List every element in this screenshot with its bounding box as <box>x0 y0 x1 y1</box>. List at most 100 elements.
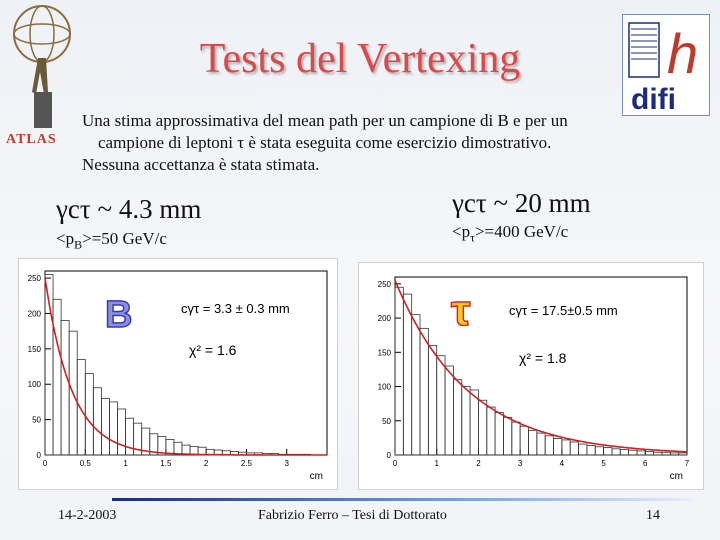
histogram-bin <box>561 439 571 456</box>
footer-page-number: 14 <box>646 508 660 523</box>
left-momentum-suffix: >=50 GeV/c <box>82 229 167 248</box>
x-tick-label: 0.5 <box>80 459 92 468</box>
footer-date: 14-2-2003 <box>58 508 117 523</box>
histogram-bin <box>503 416 513 456</box>
histogram-bin <box>586 445 596 456</box>
histogram-bin <box>84 373 94 456</box>
histogram-bin <box>394 286 404 456</box>
y-tick-label: 150 <box>28 345 42 354</box>
histogram-bin <box>511 421 521 456</box>
x-tick-label: 2 <box>204 459 209 468</box>
histogram-bin <box>669 452 680 456</box>
fit-curve <box>394 280 688 453</box>
y-tick-label: 200 <box>28 309 42 318</box>
histogram-bin <box>402 293 413 456</box>
histogram-bin <box>619 449 629 456</box>
y-tick-label: 250 <box>378 280 392 289</box>
y-tick-label: 100 <box>378 383 392 392</box>
chi-square-label: χ² = 1.8 <box>519 350 567 366</box>
x-tick-label: 3 <box>518 459 523 468</box>
x-tick-label: 2 <box>476 459 481 468</box>
histogram-bin <box>678 452 688 456</box>
histogram-bin <box>594 446 604 456</box>
right-gct-estimate: γcτ ~ 20 mm <box>452 188 591 218</box>
histogram-bin <box>444 365 454 456</box>
difi-logo-text: difi <box>631 83 676 115</box>
fit-curve <box>44 277 327 456</box>
histogram-bin <box>644 451 655 456</box>
footer-author: Fabrizio Ferro – Tesi di Dottorato <box>258 508 447 523</box>
histogram-bin <box>569 441 579 456</box>
left-momentum: <pB>=50 GeV/c <box>56 229 167 252</box>
fit-result-label: cγτ = 3.3 ± 0.3 mm <box>181 301 290 316</box>
histogram-bin <box>536 432 546 456</box>
histogram-bin <box>109 401 118 456</box>
right-momentum-prefix: <p <box>452 222 471 241</box>
tau-decay-histogram: 0 50 100 150 200 250 0 1 2 3 4 5 6 7cm τ cγτ = 17.5±0.5… <box>378 276 690 482</box>
histogram-bin <box>611 448 621 456</box>
particle-symbol: B <box>105 294 132 336</box>
histogram-bin <box>603 447 613 456</box>
histogram-bin <box>544 435 554 456</box>
histogram-bin <box>478 399 488 456</box>
x-tick-label: 0 <box>393 459 398 468</box>
atlas-label: ATLAS <box>6 132 57 147</box>
histogram-bin <box>453 379 463 456</box>
histogram-bin <box>461 386 471 456</box>
y-tick-label: 0 <box>37 451 42 460</box>
histogram-bin <box>578 443 588 456</box>
left-gct-estimate: γcτ ~ 4.3 mm <box>56 194 202 224</box>
chi-square-label: χ² = 1.6 <box>189 342 237 358</box>
atlas-logo <box>13 5 71 128</box>
histogram-bin <box>117 408 126 456</box>
tau-histogram-panel: 0 50 100 150 200 250 0 1 2 3 4 5 6 7 cm τ cγτ = 17.5±0.5… <box>358 262 704 490</box>
x-tick-label: 0 <box>43 459 48 468</box>
histogram-bin <box>494 412 504 456</box>
y-tick-label: 150 <box>378 348 392 357</box>
right-momentum-sub: τ <box>470 230 475 245</box>
histogram-bin <box>419 327 429 456</box>
histogram-bin <box>76 359 86 456</box>
histogram-bin <box>411 314 421 456</box>
y-tick-label: 0 <box>387 451 392 460</box>
histogram-bin <box>436 355 446 456</box>
intro-line-2: campione di leptoni τ è stata eseguita c… <box>98 133 552 152</box>
x-tick-label: 1.5 <box>160 459 172 468</box>
histogram-bin <box>427 345 438 456</box>
x-tick-label: 6 <box>643 459 648 468</box>
fit-result-label: cγτ = 17.5±0.5 mm <box>509 303 618 318</box>
histogram-bin <box>486 406 496 456</box>
histogram-bin <box>528 429 538 456</box>
x-tick-label: 5 <box>601 459 606 468</box>
y-tick-label: 100 <box>28 380 42 389</box>
footer-divider <box>112 498 692 501</box>
histogram-bin <box>636 450 646 456</box>
plot-frame <box>44 270 328 456</box>
difi-logo: h difi <box>622 14 710 116</box>
histogram-bin <box>628 449 638 456</box>
histogram-bin <box>92 387 102 456</box>
intro-line-3: Nessuna accettanza è stata stimata. <box>82 155 320 174</box>
histogram-bin <box>52 298 62 456</box>
x-tick-label: 2.5 <box>241 459 253 468</box>
histogram-bin <box>519 425 529 456</box>
b-decay-histogram: 0 50 100 150 200 250 0 0.5 1 1.5 2 2.5 3 cm B cγτ = 3.3… <box>28 270 328 482</box>
x-axis-label: cm <box>670 471 683 482</box>
x-tick-label: 7 <box>685 459 690 468</box>
svg-text:h: h <box>667 22 698 85</box>
histogram-bin <box>101 397 110 456</box>
particle-symbol: τ <box>451 286 471 335</box>
intro-paragraph: Una stima approssimativa del mean path p… <box>82 110 682 176</box>
right-momentum: <pτ>=400 GeV/c <box>452 222 568 245</box>
y-tick-label: 50 <box>32 416 41 425</box>
x-tick-label: 1 <box>434 459 439 468</box>
x-axis-label: cm <box>310 471 323 482</box>
left-momentum-sub: B <box>74 237 83 252</box>
histogram-bin <box>60 320 70 456</box>
y-tick-label: 200 <box>378 314 392 323</box>
x-tick-label: 3 <box>284 459 289 468</box>
x-tick-label: 4 <box>560 459 565 468</box>
page-title: Tests del Vertexing <box>199 36 521 82</box>
y-tick-label: 250 <box>28 274 42 283</box>
left-momentum-prefix: <p <box>56 229 75 248</box>
